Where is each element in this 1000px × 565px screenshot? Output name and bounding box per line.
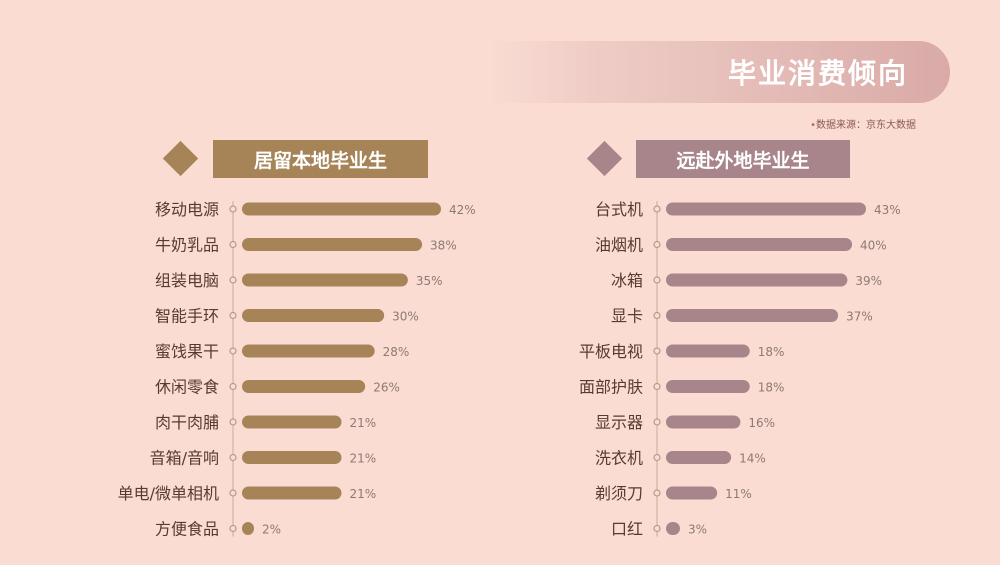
remote-category-label: 台式机	[595, 200, 643, 219]
remote-bar	[666, 380, 750, 393]
local-value-label: 35%	[416, 274, 443, 288]
local-category-label: 方便食品	[155, 520, 219, 539]
local-tick-marker	[229, 347, 237, 355]
local-tick-marker	[229, 311, 237, 320]
local-tick-marker	[229, 453, 237, 462]
local-category-label: 牛奶乳品	[155, 236, 219, 255]
local-bar	[242, 238, 423, 251]
local-category-label: 组装电脑	[155, 271, 219, 290]
local-value-label: 28%	[383, 345, 410, 359]
local-category-label: 音箱/音响	[150, 449, 219, 468]
remote-bar	[666, 451, 732, 464]
local-category-label: 单电/微单相机	[118, 484, 219, 503]
local-bar	[242, 522, 254, 535]
remote-value-label: 37%	[846, 310, 873, 324]
local-value-label: 21%	[350, 487, 377, 501]
local-value-label: 26%	[373, 381, 400, 395]
source-marker: •	[810, 120, 816, 131]
remote-category-label: 面部护肤	[579, 378, 643, 397]
local-bar	[242, 415, 342, 429]
local-category-label: 肉干肉脯	[155, 413, 219, 432]
remote-value-label: 18%	[758, 345, 785, 359]
remote-bar	[666, 273, 848, 287]
remote-tick-marker	[653, 418, 661, 426]
remote-tick-marker	[653, 489, 661, 497]
remote-category-label: 显示器	[595, 413, 643, 432]
local-tick-marker	[229, 489, 237, 497]
remote-value-label: 11%	[725, 487, 752, 501]
remote-category-label: 冰箱	[611, 271, 643, 290]
local-tick-marker	[229, 382, 237, 391]
remote-category-label: 显卡	[611, 307, 643, 326]
remote-bar	[666, 522, 680, 535]
remote-bar	[666, 415, 741, 429]
local-value-label: 30%	[392, 310, 419, 324]
remote-value-label: 39%	[855, 274, 882, 288]
remote-bar	[666, 202, 866, 216]
title-banner: 毕业消费倾向	[488, 41, 950, 103]
remote-category-label: 平板电视	[579, 342, 643, 361]
remote-tick-marker	[653, 205, 661, 213]
local-category-label: 移动电源	[155, 200, 219, 219]
remote-tick-marker	[653, 524, 661, 533]
local-chart-title: 居留本地毕业生	[213, 140, 428, 178]
remote-tick-marker	[653, 311, 661, 320]
local-value-label: 2%	[262, 523, 281, 537]
remote-value-label: 14%	[739, 452, 766, 466]
local-bar	[242, 486, 342, 500]
local-bar	[242, 344, 375, 358]
local-bar	[242, 309, 385, 322]
local-category-label: 智能手环	[155, 307, 219, 326]
remote-value-label: 43%	[874, 203, 901, 217]
remote-category-label: 口红	[611, 520, 643, 539]
local-value-label: 21%	[350, 452, 377, 466]
remote-tick-marker	[653, 382, 661, 391]
local-bar	[242, 273, 408, 287]
remote-tick-marker	[653, 240, 661, 249]
remote-tick-marker	[653, 347, 661, 355]
local-tick-marker	[229, 240, 237, 249]
remote-value-label: 40%	[860, 239, 887, 253]
local-tick-marker	[229, 418, 237, 426]
remote-tick-marker	[653, 453, 661, 462]
local-tick-marker	[229, 276, 237, 284]
local-value-label: 38%	[430, 239, 457, 253]
remote-category-label: 剃须刀	[595, 484, 643, 503]
remote-bar	[666, 344, 750, 358]
local-category-label: 休闲零食	[155, 378, 219, 397]
local-value-label: 42%	[449, 203, 476, 217]
remote-bar	[666, 486, 718, 500]
local-category-label: 蜜饯果干	[155, 342, 219, 361]
remote-value-label: 18%	[758, 381, 785, 395]
page-title: 毕业消费倾向	[727, 57, 908, 90]
remote-value-label: 16%	[748, 416, 775, 430]
local-bar	[242, 451, 342, 464]
remote-chart-title: 远赴外地毕业生	[636, 140, 850, 178]
local-bar	[242, 380, 366, 393]
remote-value-label: 3%	[688, 523, 707, 537]
local-tick-marker	[229, 524, 237, 533]
remote-tick-marker	[653, 276, 661, 284]
remote-bar	[666, 238, 853, 251]
local-value-label: 21%	[350, 416, 377, 430]
local-tick-marker	[229, 205, 237, 213]
data-source-note: •数据来源：京东大数据	[810, 116, 916, 131]
remote-category-label: 洗衣机	[595, 449, 643, 468]
remote-bar	[666, 309, 839, 322]
local-bar	[242, 202, 441, 216]
remote-category-label: 油烟机	[595, 236, 643, 255]
data-source-text: 数据来源：京东大数据	[816, 120, 916, 131]
